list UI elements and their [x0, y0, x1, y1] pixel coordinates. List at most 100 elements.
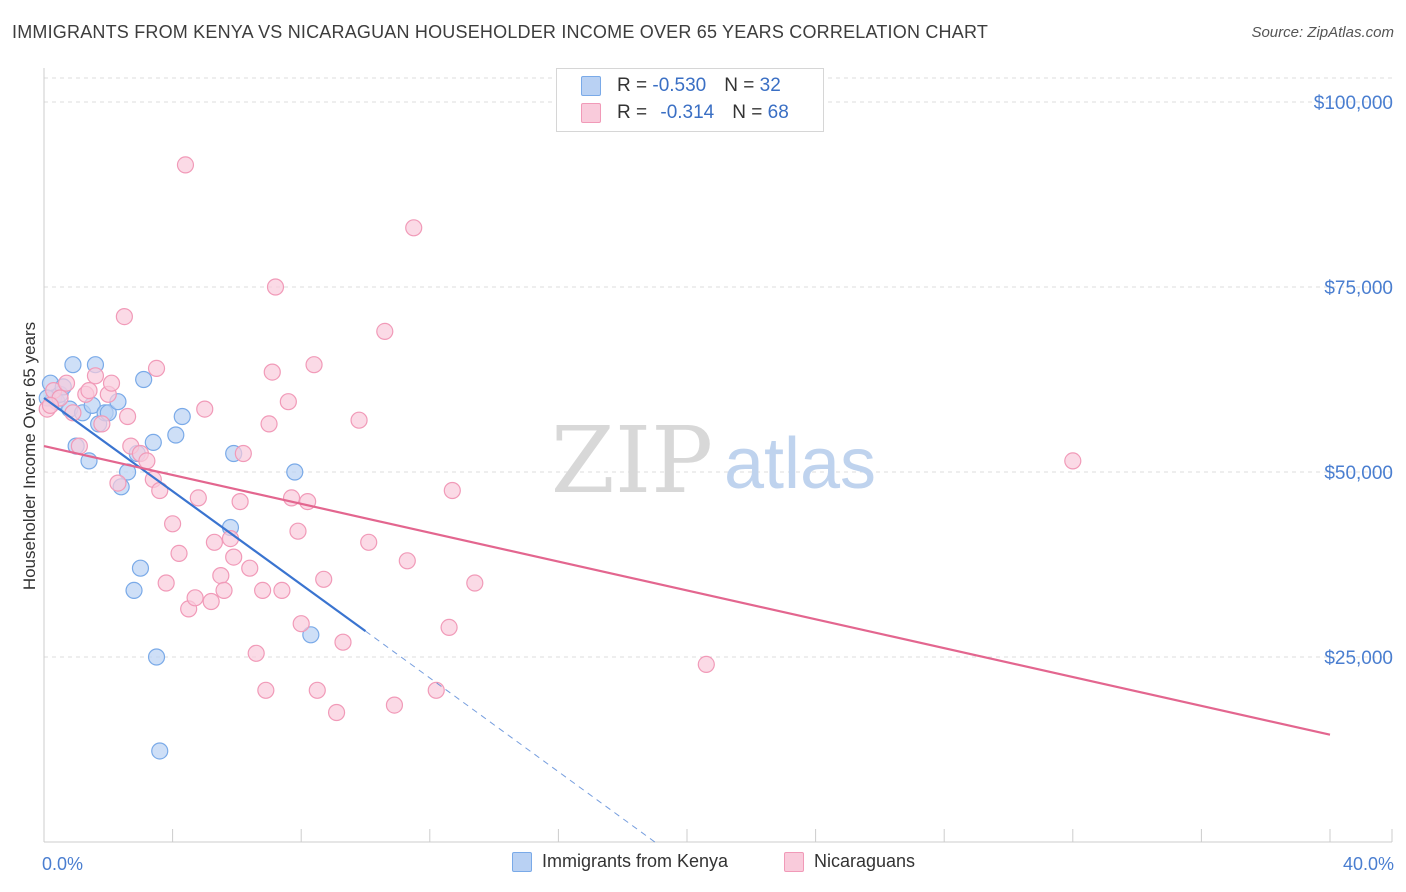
- y-axis-label: Householder Income Over 65 years: [20, 321, 39, 591]
- legend-row-kenya: R = -0.530 N = 32: [581, 73, 781, 99]
- point-nicaraguans: [254, 581, 272, 600]
- point-nicaraguans: [234, 444, 252, 463]
- trend-line-kenya-extension: [365, 630, 656, 843]
- point-nicaraguans: [247, 644, 265, 662]
- point-nicaraguans: [189, 489, 207, 507]
- point-nicaraguans: [308, 681, 326, 699]
- point-nicaraguans: [697, 655, 715, 674]
- legend-swatch-nicaraguans: [581, 103, 601, 123]
- point-nicaraguans: [334, 633, 352, 651]
- point-nicaraguans: [273, 581, 291, 600]
- point-nicaraguans: [289, 522, 307, 540]
- legend-r-label: R =: [617, 75, 653, 96]
- point-nicaraguans: [118, 407, 137, 426]
- point-kenya: [64, 356, 82, 374]
- legend-n-value-nicaraguans: 68: [767, 102, 789, 123]
- point-kenya: [135, 370, 153, 389]
- point-nicaraguans: [305, 356, 323, 374]
- tick-labels: $25,000 $50,000 $75,000 $100,000 0.0% 40.0%: [42, 93, 1394, 874]
- point-kenya: [125, 581, 143, 600]
- point-nicaraguans: [80, 382, 98, 400]
- point-nicaraguans: [202, 592, 220, 611]
- x-tick-label-min: 0.0%: [42, 854, 83, 874]
- series-legend-label-kenya: Immigrants from Kenya: [542, 851, 729, 871]
- point-nicaraguans: [292, 615, 310, 633]
- point-nicaraguans: [443, 481, 461, 500]
- point-nicaraguans: [279, 393, 297, 411]
- point-nicaraguans: [57, 374, 76, 392]
- point-nicaraguans: [170, 544, 188, 563]
- correlation-legend: R = -0.530 N = 32 R = -0.314 N = 68: [556, 68, 824, 132]
- point-nicaraguans: [360, 533, 378, 551]
- point-nicaraguans: [225, 548, 243, 566]
- watermark: ZIP atlas: [551, 407, 876, 514]
- point-nicaraguans: [327, 703, 346, 722]
- legend-r-value-kenya: -0.530: [652, 75, 707, 96]
- point-kenya: [167, 426, 185, 444]
- point-nicaraguans: [147, 359, 166, 377]
- series-legend-swatch-nicaraguans: [784, 851, 804, 872]
- point-nicaraguans: [266, 278, 285, 296]
- point-nicaraguans: [466, 574, 484, 592]
- point-nicaraguans: [86, 367, 105, 385]
- point-kenya: [144, 433, 162, 451]
- trend-lines: [43, 397, 1331, 843]
- point-kenya: [173, 407, 191, 426]
- point-nicaraguans: [263, 363, 281, 381]
- point-nicaraguans: [212, 566, 230, 585]
- point-kenya: [151, 742, 169, 760]
- series-legend-nicaraguans[interactable]: Nicaraguans: [784, 851, 915, 872]
- y-tick-label: $100,000: [1314, 93, 1393, 114]
- y-tick-label: $50,000: [1324, 463, 1393, 484]
- point-nicaraguans: [196, 400, 214, 418]
- point-nicaraguans: [1064, 452, 1082, 470]
- point-nicaraguans: [176, 156, 195, 174]
- point-nicaraguans: [376, 322, 394, 340]
- legend-n-label: N =: [724, 75, 760, 96]
- point-nicaraguans: [350, 411, 368, 429]
- point-nicaraguans: [215, 581, 233, 600]
- point-nicaraguans: [385, 696, 404, 714]
- point-nicaraguans: [440, 618, 458, 637]
- legend-n-value-kenya: 32: [759, 75, 781, 96]
- point-nicaraguans: [231, 493, 249, 511]
- point-nicaraguans: [102, 374, 121, 392]
- point-nicaraguans: [164, 515, 182, 533]
- legend-n-label: N =: [732, 102, 768, 123]
- point-nicaraguans: [260, 415, 278, 433]
- chart-source: Source: ZipAtlas.com: [1251, 24, 1394, 41]
- trend-line-nicaraguans: [43, 445, 1331, 736]
- axes: [43, 68, 1393, 843]
- legend-row-nicaraguans: R = -0.314 N = 68: [581, 100, 789, 126]
- legend-r-value-nicaraguans: -0.314: [660, 102, 715, 123]
- point-kenya: [147, 648, 166, 666]
- point-nicaraguans: [398, 552, 416, 570]
- point-nicaraguans: [241, 559, 259, 577]
- point-nicaraguans: [405, 219, 423, 237]
- y-tick-label: $75,000: [1324, 278, 1393, 299]
- point-nicaraguans: [138, 452, 156, 470]
- series-legend-swatch-kenya: [512, 851, 532, 872]
- legend-swatch-kenya: [581, 76, 601, 96]
- watermark-atlas: atlas: [724, 424, 876, 504]
- x-tick-label-max: 40.0%: [1343, 854, 1394, 874]
- y-tick-label: $25,000: [1324, 648, 1393, 669]
- point-nicaraguans: [109, 474, 127, 492]
- point-nicaraguans: [427, 681, 445, 699]
- point-kenya: [302, 626, 320, 644]
- point-nicaraguans: [257, 681, 275, 699]
- point-nicaraguans: [186, 589, 204, 607]
- point-nicaraguans: [315, 570, 333, 588]
- point-nicaraguans: [205, 533, 223, 551]
- point-nicaraguans: [41, 396, 60, 414]
- point-nicaraguans: [93, 415, 111, 433]
- watermark-zip: ZIP: [551, 407, 713, 514]
- point-kenya: [286, 463, 304, 481]
- chart-title: IMMIGRANTS FROM KENYA VS NICARAGUAN HOUS…: [12, 22, 989, 42]
- point-nicaraguans: [115, 308, 133, 326]
- legend-r-label: R =: [617, 102, 653, 123]
- series-legend-label-nicaraguans: Nicaraguans: [814, 851, 916, 871]
- series-legend-kenya[interactable]: Immigrants from Kenya: [512, 851, 728, 872]
- point-nicaraguans: [157, 574, 175, 592]
